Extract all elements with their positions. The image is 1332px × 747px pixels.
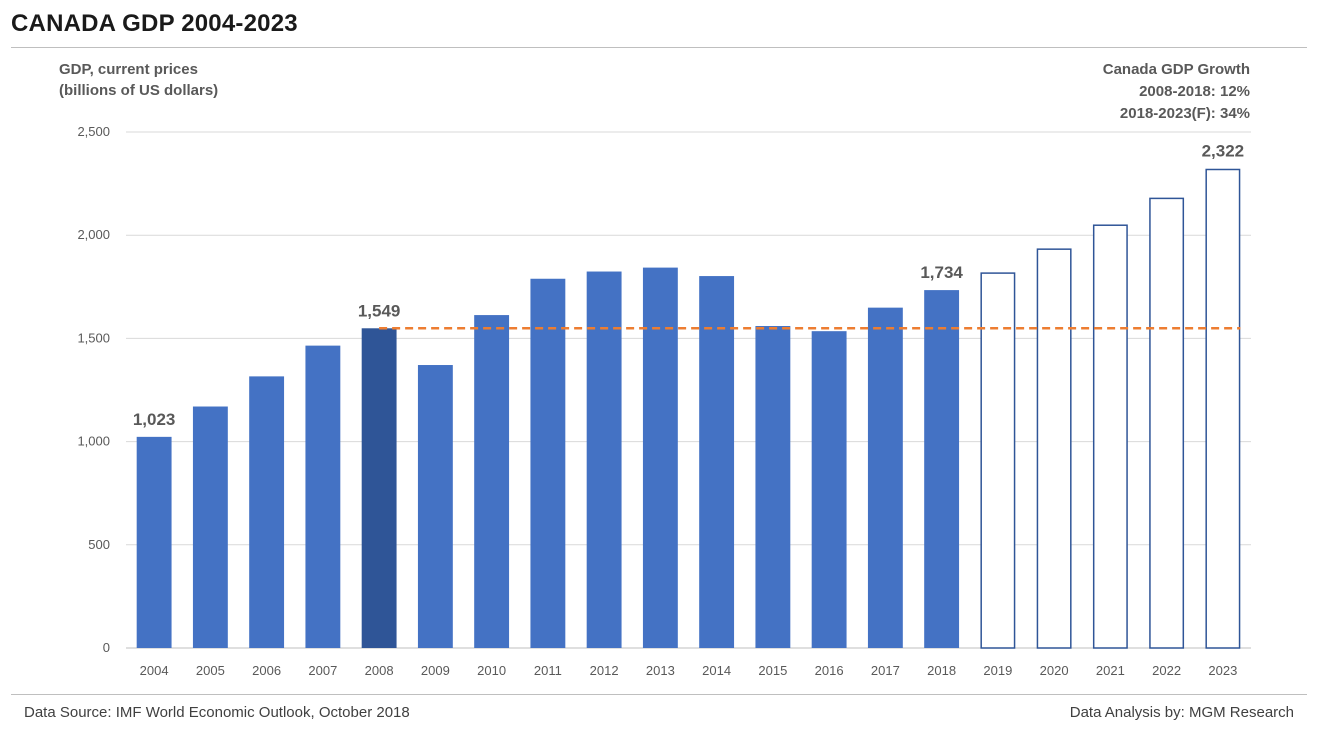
x-tick-label: 2009 [421, 663, 450, 678]
x-tick-label: 2014 [702, 663, 731, 678]
x-tick-label: 2019 [983, 663, 1012, 678]
bar-2007 [305, 345, 341, 648]
data-source: Data Source: IMF World Economic Outlook,… [24, 704, 410, 721]
bar-2009 [417, 365, 453, 648]
x-tick-label: 2006 [252, 663, 281, 678]
x-tick-label: 2005 [196, 663, 225, 678]
y-tick-label: 2,500 [77, 124, 110, 139]
bar-2006 [249, 376, 285, 648]
x-tick-label: 2011 [534, 663, 562, 678]
x-tick-label: 2004 [140, 663, 169, 678]
bar-2017 [867, 307, 903, 648]
bar-forecast-2021 [1092, 224, 1128, 649]
y-tick-label: 1,500 [77, 330, 110, 345]
x-tick-label: 2015 [758, 663, 787, 678]
growth-annotation: Canada GDP Growth 2008-2018: 12% 2018-20… [1103, 59, 1250, 125]
bar-2005 [192, 406, 228, 648]
x-tick-label: 2023 [1208, 663, 1237, 678]
growth-line-2008-2018: 2008-2018: 12% [1139, 83, 1250, 100]
y-tick-label: 500 [88, 537, 110, 552]
bar-2010 [474, 315, 510, 648]
chart-title: CANADA GDP 2004-2023 [11, 10, 298, 37]
x-tick-label: 2010 [477, 663, 506, 678]
x-tick-label: 2007 [308, 663, 337, 678]
growth-heading: Canada GDP Growth [1102, 61, 1250, 78]
x-tick-label: 2020 [1040, 663, 1069, 678]
y-axis-label: GDP, current prices (billions of US doll… [59, 59, 218, 101]
bar-2014 [699, 276, 735, 648]
x-tick-label: 2008 [365, 663, 394, 678]
bar-2016 [811, 331, 847, 648]
bar-forecast-2020 [1036, 248, 1072, 649]
x-tick-label: 2012 [590, 663, 619, 678]
y-axis-label-line2: (billions of US dollars) [59, 82, 219, 99]
bar-2008 [361, 328, 397, 648]
bar-2004 [136, 436, 172, 648]
x-tick-label: 2022 [1152, 663, 1181, 678]
bar-2013 [642, 267, 678, 648]
x-tick-label: 2013 [646, 663, 675, 678]
y-tick-label: 0 [103, 640, 110, 655]
y-tick-label: 1,000 [77, 434, 110, 449]
bar-2018 [924, 290, 960, 648]
data-analysis-credit: Data Analysis by: MGM Research [1069, 704, 1294, 721]
x-tick-label: 2018 [927, 663, 956, 678]
bar-forecast-2023 [1205, 168, 1241, 649]
bar-2011 [530, 278, 566, 648]
top-divider [11, 47, 1307, 48]
x-tick-label: 2017 [871, 663, 900, 678]
data-label-2004: 1,023 [133, 410, 176, 429]
bar-2015 [755, 326, 791, 648]
growth-line-2018-2023: 2018-2023(F): 34% [1119, 105, 1250, 122]
x-tick-label: 2016 [815, 663, 844, 678]
data-label-2018: 1,734 [920, 263, 963, 282]
data-label-2008: 1,549 [358, 301, 401, 320]
bar-forecast-2022 [1149, 197, 1185, 649]
y-tick-label: 2,000 [77, 227, 110, 242]
bar-2012 [586, 271, 622, 648]
y-axis-label-line1: GDP, current prices [59, 61, 198, 78]
data-label-2023: 2,322 [1202, 142, 1245, 161]
bar-forecast-2019 [980, 272, 1016, 649]
x-tick-label: 2021 [1096, 663, 1125, 678]
bottom-divider [11, 694, 1307, 695]
